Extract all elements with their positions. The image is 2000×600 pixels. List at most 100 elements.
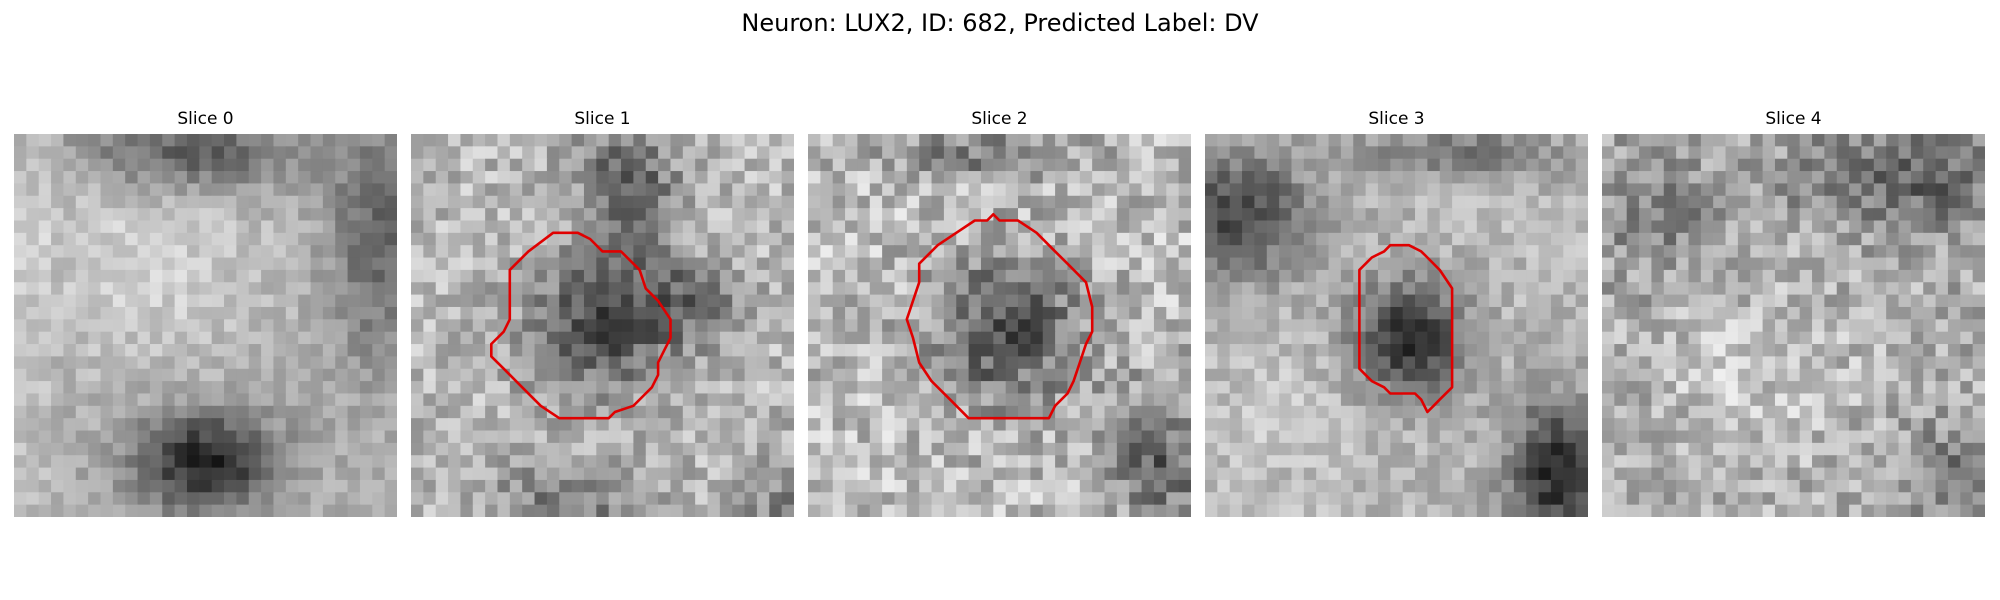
pixel xyxy=(224,418,237,432)
pixel xyxy=(186,232,200,246)
pixel xyxy=(1550,455,1564,469)
pixel xyxy=(682,405,696,419)
pixel xyxy=(1279,220,1293,234)
pixel xyxy=(670,442,684,456)
pixel xyxy=(1266,393,1280,407)
pixel xyxy=(285,344,299,357)
pixel xyxy=(285,282,299,296)
pixel xyxy=(1526,220,1540,234)
pixel xyxy=(26,195,40,209)
pixel xyxy=(149,504,163,517)
pixel xyxy=(1279,479,1293,493)
pixel xyxy=(497,220,511,234)
pixel xyxy=(38,381,52,395)
pixel xyxy=(1563,208,1577,222)
pixel xyxy=(1402,467,1416,481)
pixel xyxy=(1279,331,1293,345)
pixel xyxy=(919,393,933,407)
pixel xyxy=(1005,430,1019,444)
pixel xyxy=(993,331,1007,345)
pixel xyxy=(1452,146,1466,160)
pixel xyxy=(1092,393,1106,407)
pixel xyxy=(1104,171,1118,185)
pixel xyxy=(1042,442,1056,456)
pixel xyxy=(1787,418,1801,432)
pixel xyxy=(322,245,336,259)
pixel xyxy=(472,393,486,407)
pixel xyxy=(1923,368,1937,382)
pixel xyxy=(1799,257,1813,271)
pixel xyxy=(411,344,424,357)
pixel xyxy=(596,479,610,493)
pixel xyxy=(224,208,237,222)
pixel xyxy=(1067,306,1081,320)
pixel xyxy=(820,208,834,222)
pixel xyxy=(1303,158,1317,172)
pixel xyxy=(411,134,424,147)
pixel xyxy=(1812,220,1825,234)
pixel xyxy=(1476,381,1490,395)
pixel xyxy=(1476,405,1490,419)
pixel xyxy=(174,257,188,271)
pixel xyxy=(707,467,721,481)
pixel xyxy=(832,269,846,283)
pixel xyxy=(608,467,622,481)
pixel xyxy=(1799,467,1813,481)
pixel xyxy=(1178,294,1191,308)
pixel xyxy=(1266,245,1280,259)
pixel xyxy=(980,430,994,444)
pixel xyxy=(1639,208,1653,222)
pixel xyxy=(435,294,449,308)
pixel xyxy=(1923,455,1937,469)
pixel xyxy=(472,134,486,147)
pixel xyxy=(1614,245,1628,259)
pixel xyxy=(1836,492,1850,506)
pixel xyxy=(1700,134,1714,147)
pixel xyxy=(423,294,437,308)
pixel xyxy=(162,455,176,469)
pixel xyxy=(1042,269,1056,283)
pixel xyxy=(261,171,275,185)
pixel xyxy=(1205,282,1218,296)
pixel xyxy=(1602,245,1615,259)
pixel xyxy=(1328,331,1342,345)
pixel xyxy=(820,467,834,481)
pixel xyxy=(1960,208,1974,222)
pixel xyxy=(968,294,982,308)
pixel xyxy=(1055,455,1069,469)
pixel xyxy=(1402,306,1416,320)
pixel xyxy=(1266,344,1280,357)
pixel xyxy=(1639,504,1653,517)
pixel xyxy=(1018,319,1031,333)
pixel xyxy=(1365,492,1379,506)
pixel xyxy=(423,146,437,160)
pixel xyxy=(347,158,361,172)
pixel xyxy=(522,356,536,370)
pixel xyxy=(1550,245,1564,259)
pixel xyxy=(1141,356,1155,370)
pixel xyxy=(1055,294,1069,308)
pixel xyxy=(51,269,65,283)
pixel xyxy=(497,146,511,160)
pixel xyxy=(1092,418,1106,432)
pixel xyxy=(1935,467,1949,481)
pixel xyxy=(522,232,536,246)
pixel xyxy=(236,134,250,147)
pixel xyxy=(1960,282,1974,296)
pixel xyxy=(372,257,386,271)
pixel xyxy=(522,183,536,197)
pixel xyxy=(1402,158,1416,172)
pixel xyxy=(1626,492,1640,506)
pixel xyxy=(63,393,77,407)
pixel xyxy=(1316,393,1330,407)
pixel xyxy=(14,158,27,172)
pixel xyxy=(1935,381,1949,395)
pixel xyxy=(968,319,982,333)
pixel xyxy=(832,368,846,382)
pixel xyxy=(1217,319,1231,333)
pixel xyxy=(1898,232,1912,246)
pixel xyxy=(1935,405,1949,419)
pixel xyxy=(1898,504,1912,517)
pixel xyxy=(162,393,176,407)
pixel xyxy=(832,232,846,246)
